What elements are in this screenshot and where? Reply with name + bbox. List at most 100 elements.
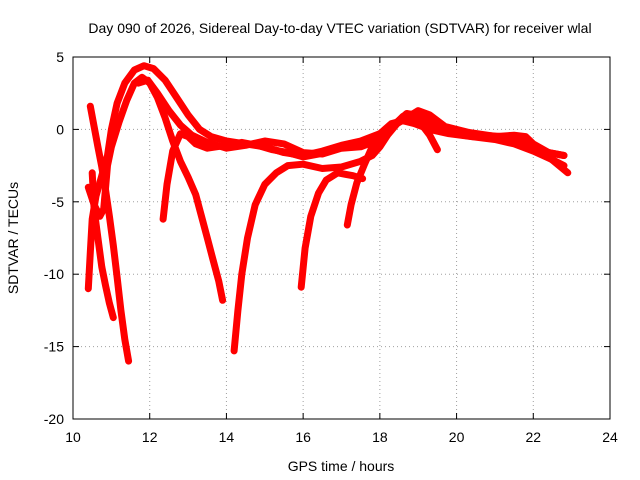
data-point [217,136,224,143]
data-point [364,155,371,162]
data-point [117,113,124,120]
data-point [363,135,370,142]
data-point [165,126,172,133]
y-tick-label: -10 [44,266,64,282]
data-point [358,169,365,176]
data-point [420,124,427,131]
x-tick-label: 18 [372,429,388,445]
data-point [121,102,128,109]
data-point [185,174,192,181]
data-point [527,147,534,154]
data-point [284,149,291,156]
data-point [208,133,215,140]
data-point [530,148,537,155]
data-point [341,163,348,170]
data-point [213,269,220,276]
plot-frame [72,56,611,420]
data-point [368,133,375,140]
data-point [208,250,215,257]
x-tick-label: 22 [525,429,541,445]
data-point [220,137,227,144]
data-point [195,142,202,148]
data-point [250,210,257,217]
data-point [188,182,195,189]
data-point [173,139,180,146]
data-point [354,177,361,184]
y-tick-label: -5 [52,194,65,210]
data-point [195,200,202,207]
data-point [120,83,127,89]
data-point [126,91,133,98]
data-point [402,112,409,119]
data-point [350,172,356,179]
data-point [289,144,296,151]
data-point [321,148,328,155]
data-point [204,139,211,146]
data-point [103,285,110,292]
data-point [118,111,125,117]
series-arc-4 [84,73,227,304]
data-point [417,122,424,129]
data-point [110,114,117,121]
data-point [201,222,207,229]
data-point [118,88,125,95]
data-point [312,198,319,205]
y-tick-label: -20 [44,411,64,427]
data-point [357,171,364,178]
data-point [211,262,218,269]
x-tick-label: 10 [65,429,81,445]
data-point [524,146,531,153]
data-point [248,219,254,226]
data-point [318,149,325,156]
data-point [346,161,353,168]
series-arc-10 [370,110,568,159]
data-point [361,161,368,168]
data-point [353,180,360,186]
data-point [108,143,115,150]
data-point [287,150,294,157]
data-point [505,139,512,146]
data-point [171,145,177,152]
data-point [417,111,424,118]
data-point [127,88,134,95]
data-point [111,132,118,139]
data-point [399,113,406,120]
data-point [340,142,346,149]
data-point [245,228,252,235]
x-tick-label: 14 [219,429,235,445]
data-point [174,136,181,143]
data-point [533,149,539,156]
data-point [105,294,112,301]
data-point [291,145,298,152]
data-point [196,204,202,210]
data-point [286,143,293,150]
data-point [333,144,340,151]
data-point [313,195,320,202]
data-point [199,216,206,223]
data-point [90,198,97,205]
data-point [365,152,372,159]
data-point [324,147,331,154]
data-point [106,153,113,160]
data-point [125,355,132,361]
data-point [343,141,350,148]
data-point [86,187,93,194]
data-point [207,247,214,254]
x-tick-label: 16 [295,429,311,445]
data-point [250,207,257,214]
data-point [117,116,123,123]
data-point [201,225,208,232]
data-point [109,120,116,127]
data-point [117,91,124,98]
data-point [210,259,217,266]
data-point [204,235,211,241]
data-point [411,110,418,117]
data-point [114,124,121,131]
series-arc-5 [134,76,441,158]
data-point [105,159,112,166]
data-point [88,193,95,199]
data-point [420,112,426,119]
data-point [191,188,198,195]
data-point [266,145,273,152]
data-point [212,266,219,272]
